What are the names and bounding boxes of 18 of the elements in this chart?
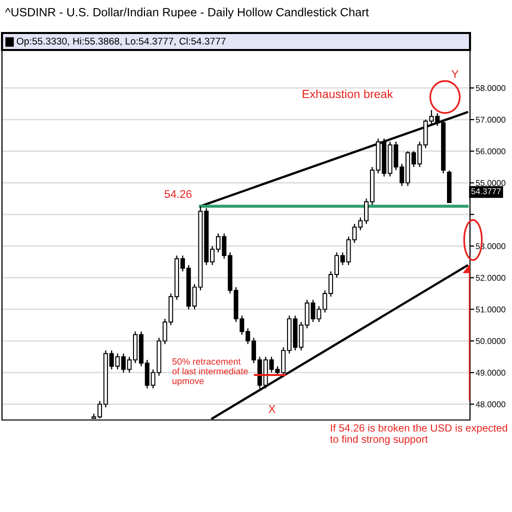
chart-subtitle: Op:55.3330, Hi:55.3868, Lo:54.3777, Cl:54.3777 — [16, 37, 226, 47]
y-tick-label: 49.0000 — [476, 370, 506, 376]
y-tick-label: 48.0000 — [476, 401, 506, 408]
text: If 54.26 is broken the USD is expected to find strong support — [330, 424, 508, 445]
y-tick-label: 51.0000 — [476, 306, 506, 312]
annotation: Y — [452, 70, 458, 78]
text: 54.3777 — [471, 188, 501, 194]
y-tick-label: 52.0000 — [476, 274, 506, 281]
y-tick-label: 55.0000 — [476, 180, 506, 186]
annotation: 54.26 — [164, 190, 192, 198]
y-tick-label: 50.0000 — [476, 338, 506, 344]
chart-title: ^USDINR - U.S. Dollar/Indian Rupee - Daily Hollow Candlestick Chart — [5, 8, 369, 19]
annotation: X — [268, 405, 276, 413]
y-tick-label: 57.0000 — [476, 116, 506, 123]
annotation: 50% retracement of last intermediate upmove — [172, 358, 248, 386]
y-tick-label: 56.0000 — [476, 148, 506, 154]
annotation: Exhaustion break — [302, 89, 394, 98]
y-tick-label: 58.0000 — [476, 85, 506, 92]
